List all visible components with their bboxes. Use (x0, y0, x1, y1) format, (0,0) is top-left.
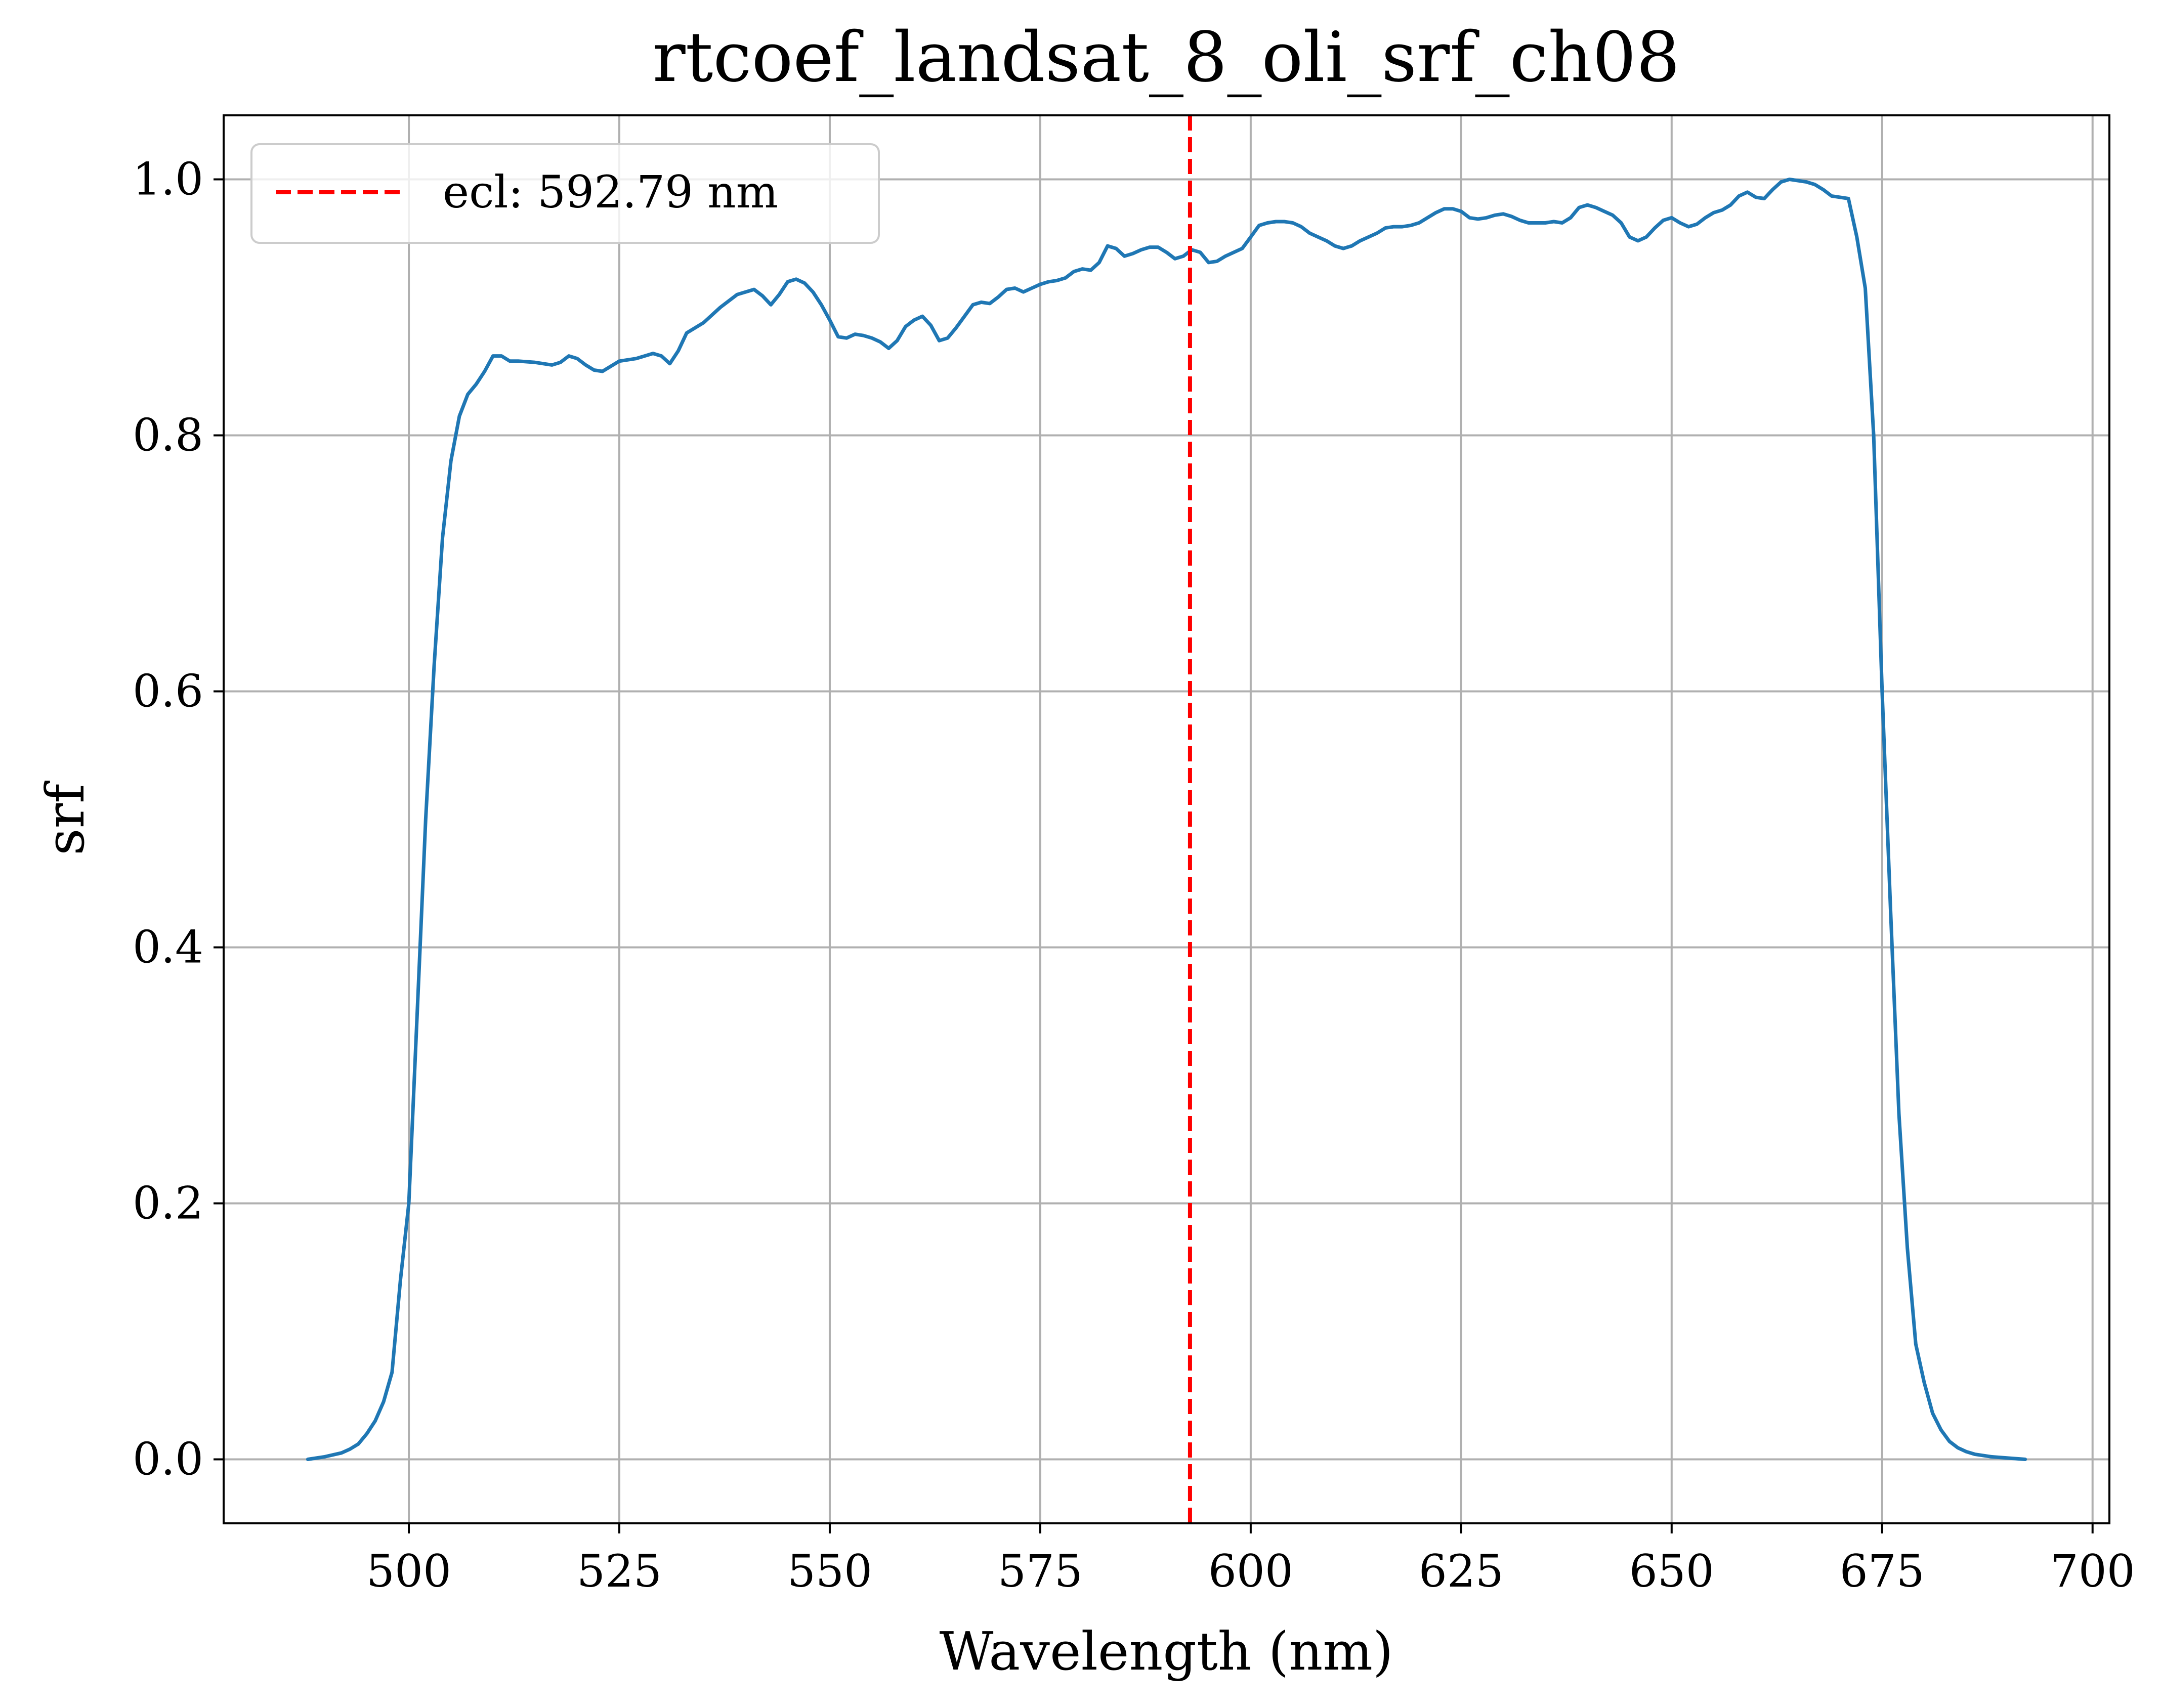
plot-area-border (223, 114, 2110, 1524)
legend-box (250, 143, 880, 244)
y-tick-label: 0.2 (133, 1177, 203, 1229)
y-tick-label: 1.0 (133, 153, 203, 205)
series-layer (306, 178, 2027, 1461)
x-axis-label: Wavelength (nm) (939, 1620, 1393, 1682)
y-tick-label: 0.6 (133, 665, 203, 717)
x-tick-label: 600 (1208, 1545, 1293, 1597)
x-tick-label: 550 (787, 1545, 872, 1597)
x-tick-label: 675 (1840, 1545, 1925, 1597)
grid-layer (224, 115, 2109, 1523)
x-tick-label: 625 (1419, 1545, 1504, 1597)
x-tick-label: 575 (998, 1545, 1083, 1597)
x-tick-label: 650 (1629, 1545, 1714, 1597)
legend: ecl: 592.79 nm (250, 143, 880, 244)
x-tick-label: 700 (2050, 1545, 2135, 1597)
srf-series-line (306, 178, 2027, 1461)
x-tick-label: 525 (577, 1545, 662, 1597)
y-tick-label: 0.0 (133, 1433, 203, 1485)
chart-title: rtcoef_landsat_8_oli_srf_ch08 (653, 18, 1680, 98)
x-tick-label: 500 (366, 1545, 451, 1597)
y-ticks: 0.0 0.2 0.4 0.6 0.8 1.0 (133, 153, 224, 1485)
x-ticks: 500 525 550 575 600 625 650 675 700 (366, 1523, 2135, 1597)
y-tick-label: 0.4 (133, 921, 203, 973)
y-axis-label: srf (34, 781, 96, 856)
y-tick-label: 0.8 (133, 409, 203, 461)
legend-label: ecl: 592.79 nm (443, 166, 778, 218)
